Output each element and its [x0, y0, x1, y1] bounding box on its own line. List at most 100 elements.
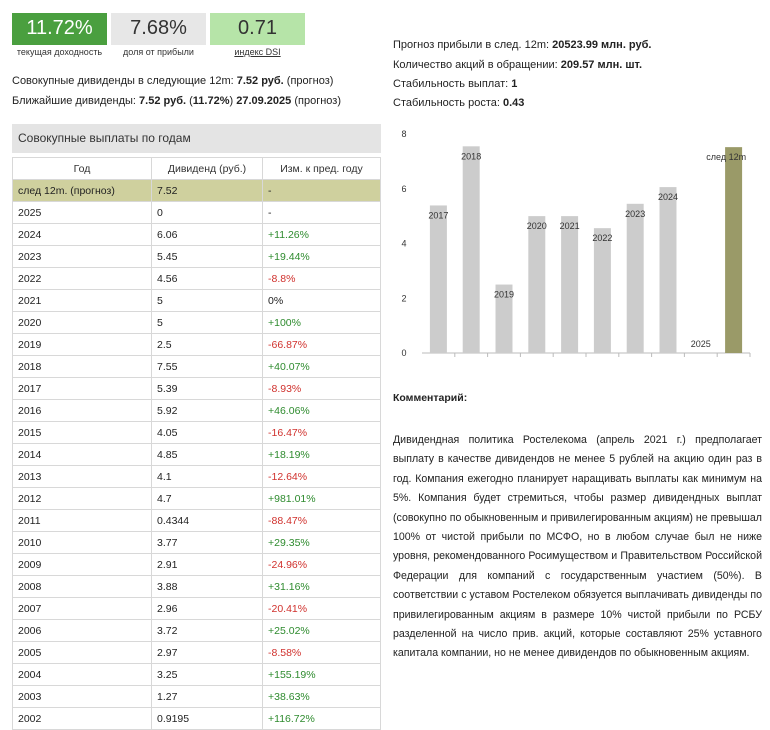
cell-change: -: [262, 179, 381, 202]
payout-stability-value: 1: [511, 78, 518, 90]
profit-share-value: 7.68%: [130, 17, 187, 39]
shares-count-label: Количество акций в обращении:: [393, 59, 561, 71]
table-row: 2005 2.97 -8.58%: [12, 641, 381, 664]
bar-label: 2018: [461, 151, 481, 161]
table-row: 2017 5.39 -8.93%: [12, 377, 381, 400]
table-row: 2023 5.45 +19.44%: [12, 245, 381, 268]
cell-change: +100%: [262, 311, 381, 334]
growth-stability-value: 0.43: [502, 97, 525, 109]
y-tick-label: 4: [401, 239, 406, 249]
cell-change: +155.19%: [262, 663, 381, 686]
cell-change: -8.8%: [262, 267, 381, 290]
cell-change: 0%: [262, 289, 381, 312]
cell-dividend: 2.91: [151, 553, 263, 576]
cell-change: +46.06%: [262, 399, 381, 422]
table-row: 2010 3.77 +29.35%: [12, 531, 381, 554]
profit-forecast-value: 20523.99 млн. руб.: [552, 39, 652, 51]
current-yield-box: 11.72% текущая доходность: [12, 13, 107, 57]
dividends-bar-chart: 0 2 4 6 8 2017 2018 2019 2020 2021 2022 2023 2024 202…: [401, 129, 751, 358]
bar-2019: [495, 284, 513, 353]
bar-label: 2019: [494, 290, 514, 300]
growth-stability-label: Стабильность роста:: [393, 97, 503, 109]
next12-suffix: (прогноз): [283, 75, 334, 87]
cell-year: 2018: [12, 355, 152, 378]
cell-year: 2008: [12, 575, 152, 598]
cell-dividend: 4.56: [151, 267, 263, 290]
cell-year: 2025: [12, 201, 152, 224]
bar-label: след 12m: [706, 152, 746, 162]
cell-change: +981.01%: [262, 487, 381, 510]
cell-dividend: 2.5: [151, 333, 263, 356]
cell-change: -88.47%: [262, 509, 381, 532]
cell-year: 2024: [12, 223, 152, 246]
cell-year: 2017: [12, 377, 152, 400]
comment-text: Дивидендная политика Ростелекома (апрель…: [393, 434, 762, 660]
y-tick-label: 0: [401, 348, 406, 358]
bar-label: 2025: [691, 339, 711, 349]
cell-dividend: 7.52: [151, 179, 263, 202]
table-row: 2015 4.05 -16.47%: [12, 421, 381, 444]
cell-change: +18.19%: [262, 443, 381, 466]
bar-2024: [659, 187, 677, 353]
cell-year: 2016: [12, 399, 152, 422]
nearest-prefix: Ближайшие дивиденды:: [12, 95, 140, 107]
table-row: 2016 5.92 +46.06%: [12, 399, 381, 422]
bar-label: 2023: [625, 209, 645, 219]
current-yield-value: 11.72%: [26, 17, 93, 39]
cell-dividend: 0.4344: [151, 509, 263, 532]
cell-dividend: 3.72: [151, 619, 263, 642]
cell-year: 2014: [12, 443, 152, 466]
nearest-paren-close: ): [229, 95, 237, 107]
cell-dividend: 5.92: [151, 399, 263, 422]
cell-year: 2005: [12, 641, 152, 664]
table-row: след 12m. (прогноз) 7.52-: [12, 179, 381, 202]
cell-change: +116.72%: [262, 707, 381, 730]
cell-year: 2015: [12, 421, 152, 444]
bar-label: 2020: [527, 221, 547, 231]
bar-2020: [528, 216, 546, 353]
cell-change: -16.47%: [262, 421, 381, 444]
cell-year: 2010: [12, 531, 152, 554]
cell-change: -20.41%: [262, 597, 381, 620]
cell-dividend: 1.27: [151, 685, 263, 708]
cell-dividend: 5: [151, 311, 263, 334]
table-header-row: Год Дивиденд (руб.) Изм. к пред. году: [12, 157, 381, 180]
cell-change: +29.35%: [262, 531, 381, 554]
bar-label: 2024: [658, 192, 678, 202]
nearest-suffix: (прогноз): [291, 95, 341, 107]
cell-year: 2002: [12, 707, 152, 730]
table-row: 2013 4.1 -12.64%: [12, 465, 381, 488]
cell-change: -12.64%: [262, 465, 381, 488]
payout-stability-line: Стабильность выплат: 1: [393, 78, 517, 90]
table-row: 2003 1.27 +38.63%: [12, 685, 381, 708]
cell-dividend: 2.96: [151, 597, 263, 620]
cell-year: 2009: [12, 553, 152, 576]
bar-label: 2022: [592, 233, 612, 243]
cell-year: 2022: [12, 267, 152, 290]
cell-dividend: 3.88: [151, 575, 263, 598]
shares-count-line: Количество акций в обращении: 209.57 млн…: [393, 59, 642, 71]
cell-year: 2020: [12, 311, 152, 334]
col-dividend-header: Дивиденд (руб.): [151, 157, 263, 180]
dsi-index-link[interactable]: индекс DSI: [234, 47, 281, 57]
cell-dividend: 5.39: [151, 377, 263, 400]
dsi-index-value: 0.71: [238, 17, 277, 39]
comment-heading: Комментарий:: [393, 392, 468, 404]
next12-value: 7.52 руб.: [236, 75, 284, 87]
nearest-yield: 11.72%: [192, 95, 230, 107]
bar-2017: [429, 205, 447, 353]
current-yield-label: текущая доходность: [16, 47, 103, 57]
payouts-table-body: след 12m. (прогноз) 7.52-2025 0-2024 6.06 +1…: [12, 179, 381, 730]
y-tick-label: 8: [401, 129, 406, 139]
table-row: 2008 3.88 +31.16%: [12, 575, 381, 598]
cell-dividend: 4.7: [151, 487, 263, 510]
col-year-header: Год: [12, 157, 152, 180]
cell-change: -8.93%: [262, 377, 381, 400]
cell-dividend: 3.77: [151, 531, 263, 554]
profit-share-label: доля от прибыли: [123, 47, 194, 57]
cell-dividend: 5: [151, 289, 263, 312]
table-row: 2009 2.91 -24.96%: [12, 553, 381, 576]
profit-share-box: 7.68% доля от прибыли: [111, 13, 206, 57]
payouts-table: Год Дивиденд (руб.) Изм. к пред. году сл…: [12, 157, 381, 730]
cell-year: 2019: [12, 333, 152, 356]
